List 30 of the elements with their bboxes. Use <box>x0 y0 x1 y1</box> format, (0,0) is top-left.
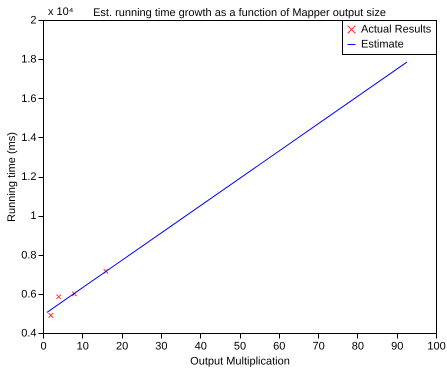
y-axis-title: Running time (ms) <box>6 132 18 222</box>
y-tick-label: 1.8 <box>21 54 36 66</box>
x-tick-label: 10 <box>76 340 89 352</box>
x-tick-label: 30 <box>155 340 168 352</box>
x-tick-label: 90 <box>391 340 404 352</box>
y-tick-label: 2 <box>30 14 36 26</box>
chart-title: Est. running time growth as a function of Mapper output size <box>93 7 386 19</box>
x-axis-title: Output Multiplication <box>190 356 290 368</box>
legend-label: Estimate <box>361 38 404 50</box>
point <box>56 294 62 300</box>
x-tick-label: 70 <box>312 340 325 352</box>
y-tick-label: 1.2 <box>21 171 36 183</box>
x-tick-label: 20 <box>116 340 128 352</box>
point <box>72 291 78 297</box>
point <box>103 268 109 274</box>
x-tick-label: 80 <box>352 340 364 352</box>
y-tick-label: 0.6 <box>21 288 36 300</box>
x-tick-label: 40 <box>194 340 207 352</box>
point <box>48 312 54 318</box>
y-tick-label: 0.4 <box>21 328 36 340</box>
text: x 10⁴ <box>48 6 74 18</box>
y-tick-label: 0.8 <box>21 249 36 262</box>
y-tick-label: 1.4 <box>21 132 36 144</box>
x-tick-label: 0 <box>40 340 47 352</box>
y-tick-label: 1 <box>30 210 36 222</box>
y-tick-label: 1.6 <box>21 92 36 105</box>
x-tick-label: 50 <box>234 340 246 352</box>
legend-label: Actual Results <box>361 24 432 36</box>
x-tick-label: 60 <box>273 340 286 352</box>
x-tick-label: 100 <box>427 340 446 352</box>
